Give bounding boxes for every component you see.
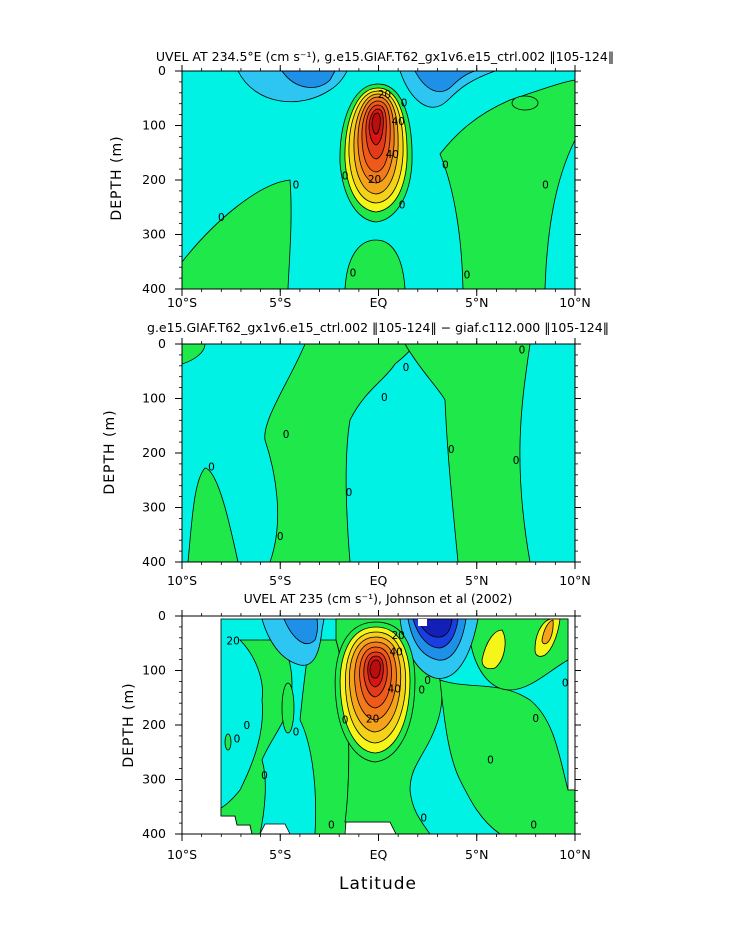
x-tick-label: 5°S [269,573,291,588]
y-tick-label: 400 [142,554,166,569]
y-tick-label: 400 [142,281,166,296]
x-tick-label: 10°S [167,847,197,862]
contour-label: 0 [420,813,427,825]
panel-2-title: g.e15.GIAF.T62_gx1v6.e15_ctrl.002 ‖105-1… [147,320,609,335]
x-tick-label: 10°N [559,847,591,862]
x-tick-label: 5°S [269,295,291,310]
x-tick-label: 10°N [559,295,591,310]
panel-2-xaxis: 10°S 5°S EQ 5°N 10°N [167,338,591,588]
contour-label: 20 [378,89,391,101]
contour-label: 40 [388,683,401,695]
x-tick-label: 5°N [465,847,489,862]
panel-3: UVEL AT 235 (cm s⁻¹), Johnson et al (200… [121,591,591,862]
panel-2-ylabel: DEPTH (m) [102,409,118,494]
panel-2-contour-labels: 0 0 0 0 0 0 0 0 0 [208,344,525,542]
contour-label: 40 [386,149,399,161]
x-tick-label: 5°N [465,295,489,310]
y-tick-label: 0 [158,608,166,623]
panel-1-title: UVEL AT 234.5°E (cm s⁻¹), g.e15.GIAF.T62… [156,49,614,64]
x-axis-label: Latitude [339,874,417,894]
contour-label: 0 [261,770,268,782]
x-tick-label: EQ [370,847,388,862]
y-tick-label: 300 [142,227,166,242]
contour-label: 0 [542,179,549,191]
contour-label: 0 [519,344,526,356]
contour-label: 0 [234,734,241,746]
x-tick-label: 10°N [559,573,591,588]
contour-label: 0 [513,455,520,467]
contour-label: 0 [346,487,353,499]
y-tick-label: 300 [142,772,166,787]
contour-label: 0 [399,200,406,212]
contour-label: 0 [487,754,494,766]
panel-1-contour-labels: 20 40 40 20 0 0 0 0 0 0 0 0 0 [218,89,549,281]
x-tick-label: EQ [370,573,388,588]
panel-1-xaxis: 10°S 5°S EQ 5°N 10°N [167,65,591,310]
y-tick-label: 400 [142,826,166,841]
contour-label: 0 [218,212,225,224]
x-tick-label: EQ [370,295,388,310]
contour-label: 20 [368,174,381,186]
y-tick-label: 200 [142,717,166,732]
x-tick-label: 10°S [167,573,197,588]
y-tick-label: 200 [142,172,166,187]
contour-label: 0 [381,392,388,404]
panel-1-ylabel: DEPTH (m) [109,135,125,220]
y-tick-label: 300 [142,500,166,515]
contour-label: 0 [293,179,300,191]
contour-label: 20 [366,713,379,725]
contour-label: 0 [464,269,471,281]
contour-label: 0 [244,720,251,732]
contour-label: 0 [424,675,431,687]
x-tick-label: 5°S [269,847,291,862]
contour-label: 0 [350,268,357,280]
contour-label: 0 [293,727,300,739]
contour-label: 0 [328,820,335,832]
contour-label: 0 [530,820,537,832]
contour-label: 20 [226,636,239,648]
panel-3-ylabel: DEPTH (m) [121,682,137,767]
panel-3-title: UVEL AT 235 (cm s⁻¹), Johnson et al (200… [244,591,513,606]
panel-2-plot: 0 0 0 0 0 0 0 0 0 [181,343,576,563]
contour-label: 0 [448,444,455,456]
panel-1: UVEL AT 234.5°E (cm s⁻¹), g.e15.GIAF.T62… [109,49,614,310]
x-tick-label: 10°S [167,295,197,310]
contour-label: 0 [403,362,410,374]
contour-label: 0 [342,171,349,183]
y-tick-label: 200 [142,445,166,460]
y-tick-label: 0 [158,336,166,351]
y-tick-label: 100 [142,391,166,406]
panel-3-xaxis: 10°S 5°S EQ 5°N 10°N [167,610,591,862]
contour-label: 0 [283,429,290,441]
contour-label: 40 [389,646,402,658]
contour-label: 0 [277,531,284,543]
contour-label: 0 [342,715,349,727]
contour-label: 0 [401,98,408,110]
y-tick-label: 0 [158,63,166,78]
x-tick-label: 5°N [465,573,489,588]
contour-label: 20 [391,630,404,642]
contour-label: 0 [532,713,539,725]
contour-label: 40 [391,116,404,128]
panel-2-yaxis: 0 100 200 300 400 [142,336,581,569]
contour-label: 0 [418,685,425,697]
y-tick-label: 100 [142,663,166,678]
panel-1-plot: 20 40 40 20 0 0 0 0 0 0 0 0 0 [181,70,576,290]
panel-2: g.e15.GIAF.T62_gx1v6.e15_ctrl.002 ‖105-1… [102,320,609,588]
contour-label: 0 [208,462,215,474]
contour-label: 0 [562,677,569,689]
y-tick-label: 100 [142,118,166,133]
contour-label: 0 [442,160,449,172]
